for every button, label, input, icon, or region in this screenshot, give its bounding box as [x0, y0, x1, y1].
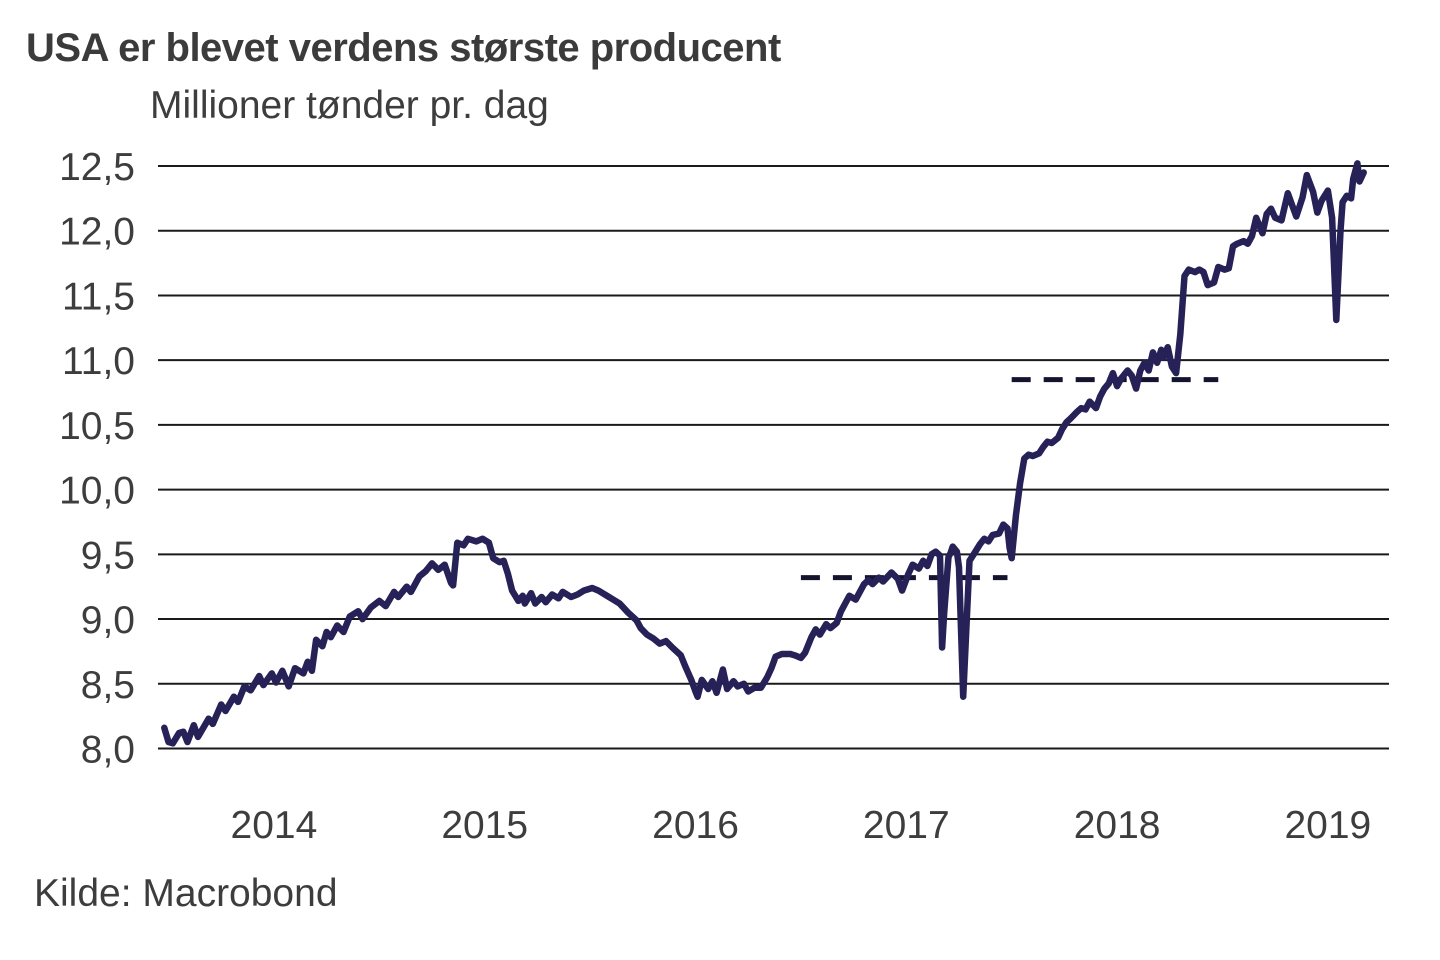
y-axis-tick-label: 8,0: [81, 729, 135, 772]
y-axis-tick-label: 11,5: [62, 275, 135, 318]
x-axis-tick-label: 2018: [1074, 804, 1161, 847]
chart-title: USA er blevet verdens største producent: [26, 26, 781, 70]
production-line-series: [161, 160, 1367, 747]
x-axis-tick-label: 2015: [441, 804, 528, 847]
chart-unit-label: Millioner tønder pr. dag: [150, 84, 549, 127]
y-axis-tick-label: 9,0: [81, 599, 135, 642]
y-axis-tick-label: 12,0: [59, 211, 135, 254]
y-axis-tick-label: 10,0: [59, 470, 135, 513]
x-axis-tick-label: 2017: [863, 804, 950, 847]
y-axis-tick-label: 9,5: [81, 534, 135, 577]
y-axis-tick-label: 12,5: [59, 146, 135, 189]
source-label: Kilde: Macrobond: [34, 872, 338, 915]
y-axis-tick-label: 10,5: [59, 405, 135, 448]
x-axis-tick-label: 2014: [231, 804, 318, 847]
y-axis-tick-label: 8,5: [81, 664, 135, 707]
x-axis-tick-label: 2016: [652, 804, 739, 847]
y-axis-tick-label: 11,0: [62, 340, 135, 383]
x-axis-tick-label: 2019: [1284, 804, 1371, 847]
